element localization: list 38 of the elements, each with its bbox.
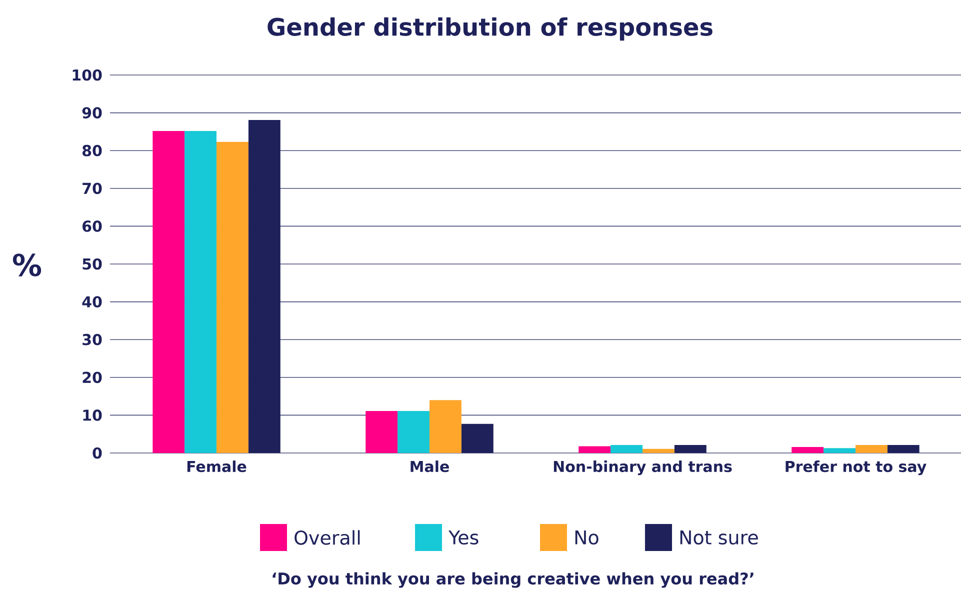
- bar: [610, 445, 642, 453]
- bar: [642, 448, 674, 453]
- text: ‘Do you think you are being creative when you read?’: [272, 572, 754, 588]
- y-tick-label: 100: [72, 69, 102, 81]
- legend-label: Yes: [448, 530, 478, 545]
- bar: [461, 424, 494, 453]
- y-tick-label: 30: [82, 334, 102, 346]
- bar: [578, 446, 611, 453]
- bar: [674, 445, 706, 453]
- legend-label: Not sure: [680, 530, 758, 545]
- bar: [248, 120, 280, 453]
- y-tick-label: 70: [82, 182, 102, 194]
- x-tick-label: Non-binary and trans: [554, 460, 732, 476]
- bar: [887, 445, 920, 453]
- bar: [398, 411, 430, 453]
- y-tick-label: 0: [92, 447, 102, 459]
- legend-label: Overall: [294, 530, 360, 545]
- y-axis-title: %: [12, 254, 42, 276]
- x-tick-label: Female: [187, 460, 246, 472]
- y-tick-label: 40: [82, 296, 102, 308]
- bar: [366, 411, 398, 453]
- x-tick-label: Prefer not to say: [786, 460, 926, 476]
- bar: [430, 400, 462, 453]
- y-tick-label: 80: [82, 144, 102, 156]
- bar: [152, 130, 185, 453]
- y-tick-label: 10: [83, 410, 102, 421]
- bar: [792, 446, 824, 453]
- y-tick-label: 50: [82, 258, 102, 270]
- y-tick-label: 20: [82, 372, 102, 384]
- y-tick-label: 60: [82, 220, 102, 232]
- bar: [824, 448, 856, 453]
- legend-label: No: [575, 530, 598, 545]
- y-tick-label: 90: [82, 107, 102, 118]
- x-tick-label: Male: [410, 460, 449, 472]
- bar: [184, 130, 216, 453]
- bar: [856, 445, 888, 453]
- bar: [216, 142, 248, 453]
- chart-title: Gender distribution of responses: [268, 17, 712, 41]
